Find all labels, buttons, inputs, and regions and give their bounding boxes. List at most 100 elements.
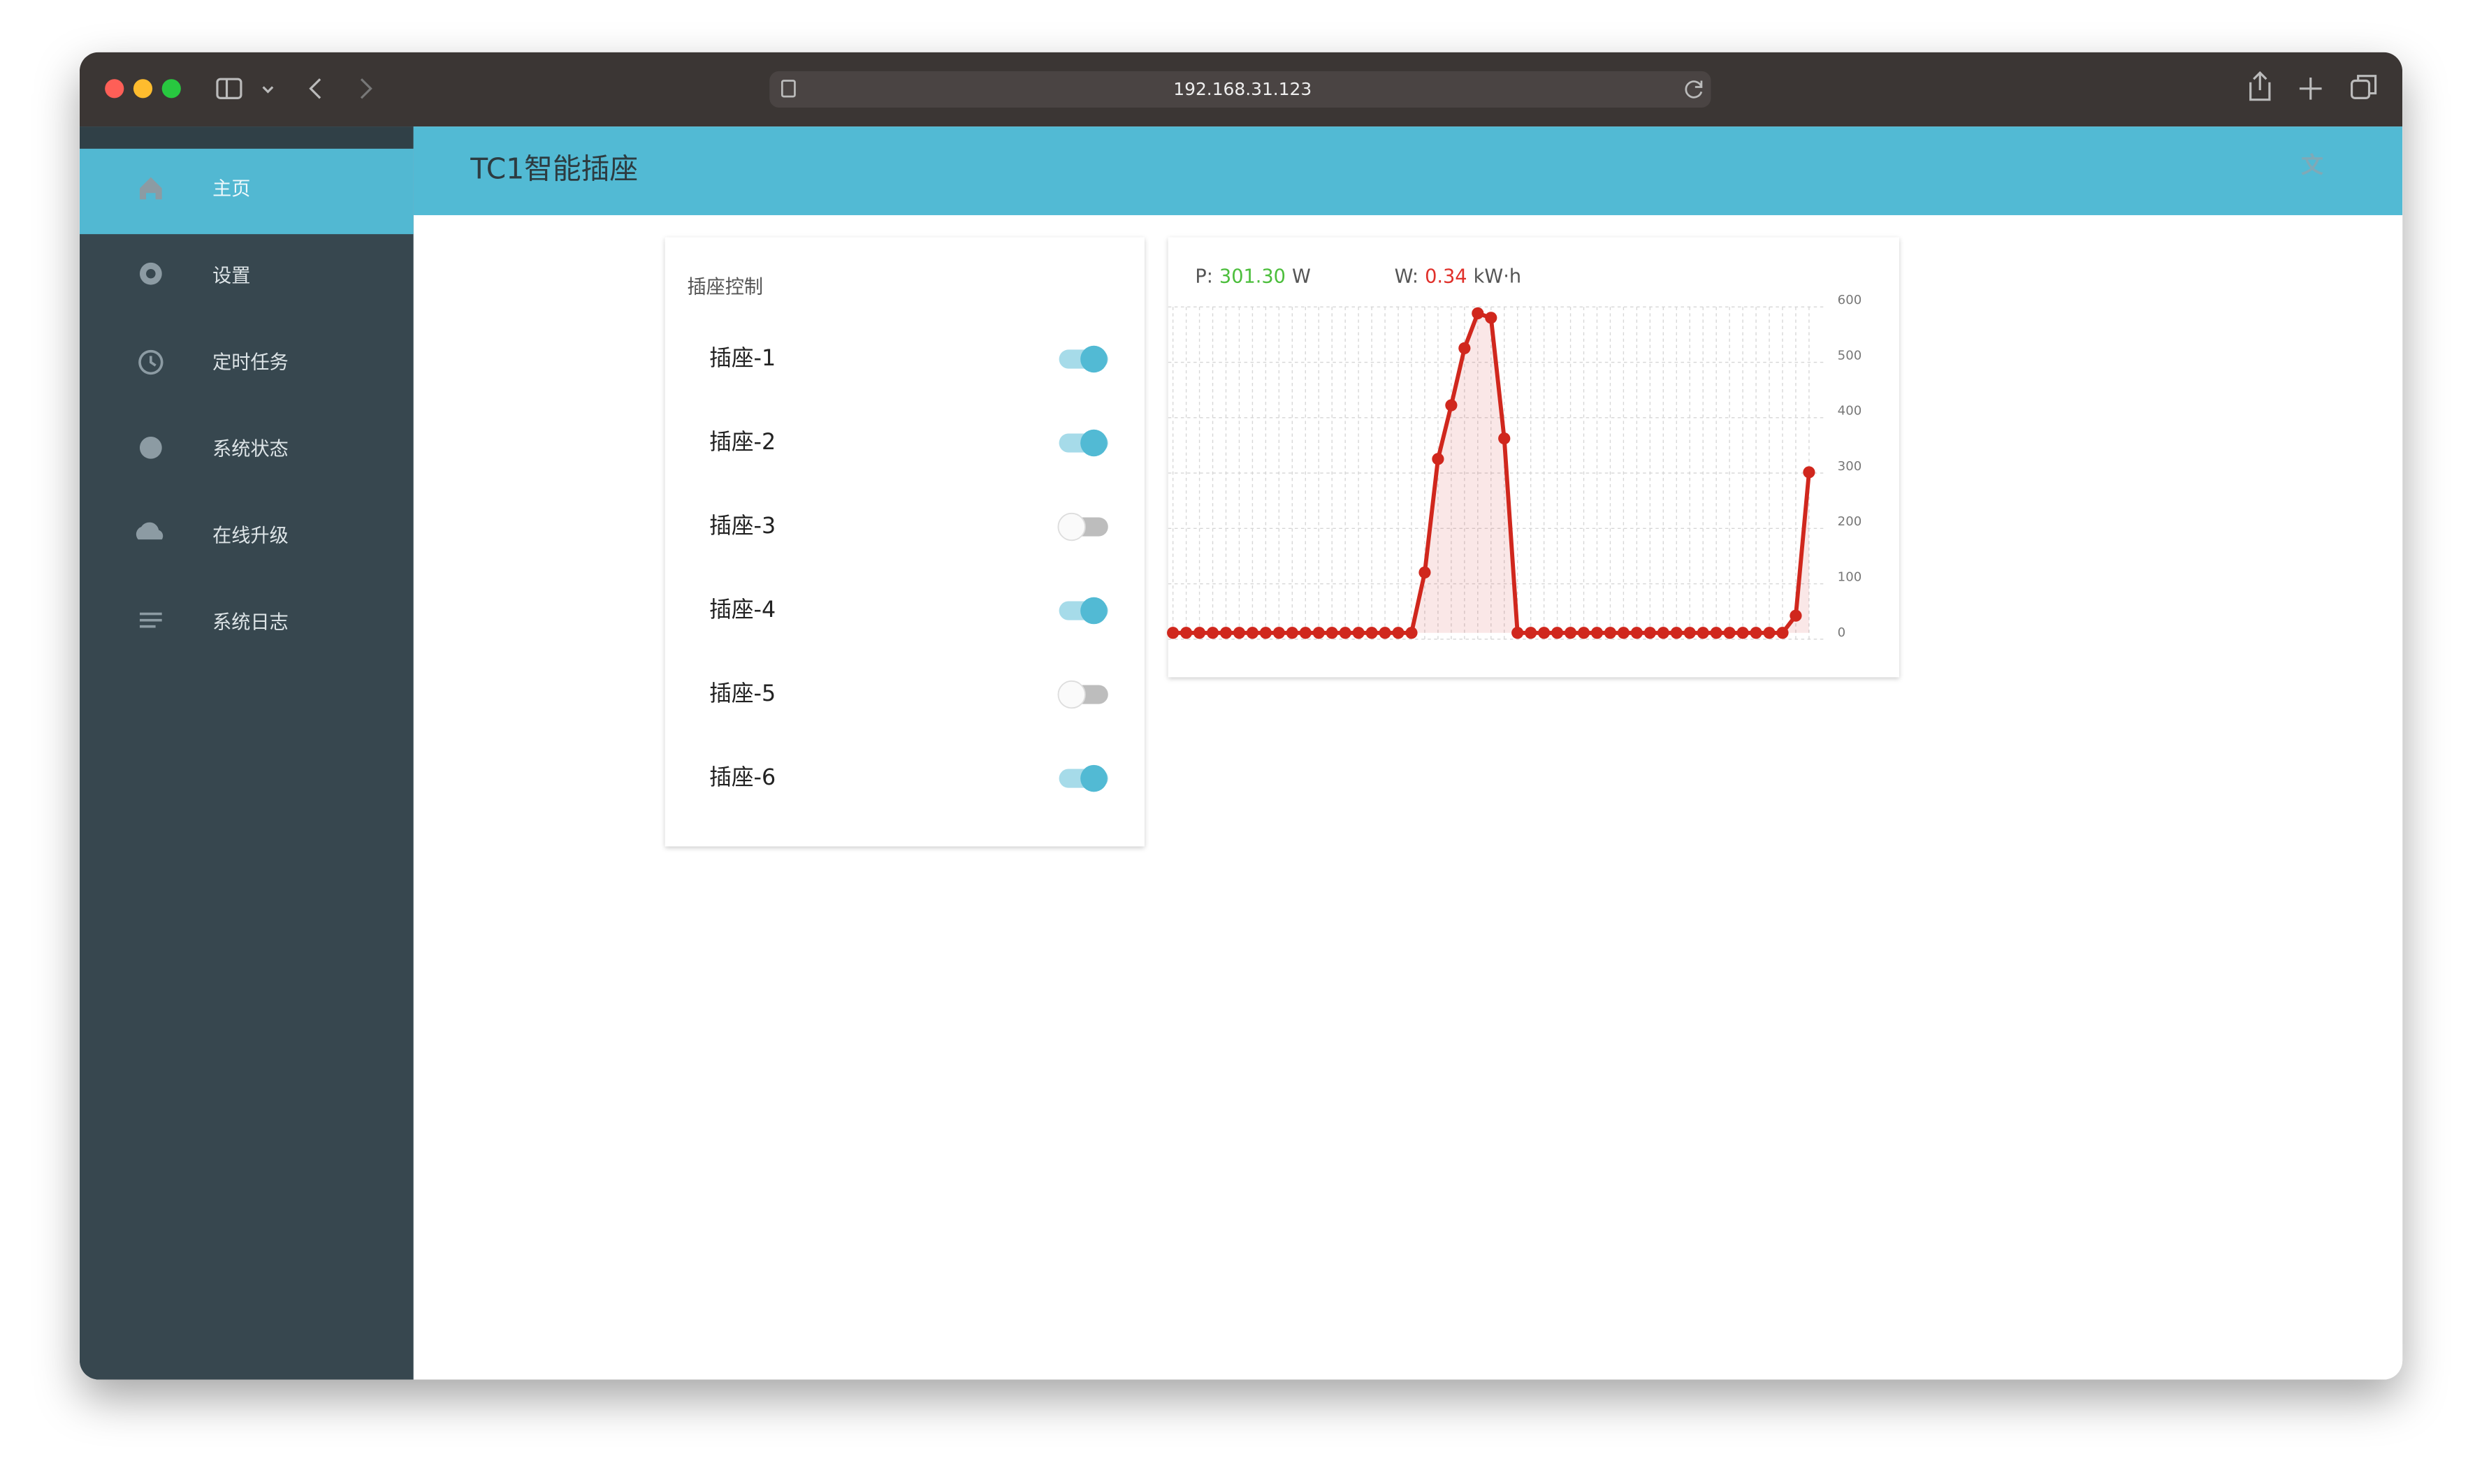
data-point	[1312, 627, 1325, 639]
url-icons	[781, 80, 1703, 99]
data-point	[1418, 566, 1431, 579]
data-point	[1167, 627, 1180, 639]
switch-thumb[interactable]	[1080, 597, 1108, 625]
nav-item[interactable]: 系统日志	[212, 612, 289, 634]
nav-icon	[139, 436, 162, 459]
switch-thumb[interactable]	[1080, 764, 1108, 792]
data-point	[1432, 453, 1444, 465]
data-point	[1604, 627, 1617, 639]
socket-label: 插座-1	[709, 346, 776, 371]
control-card	[665, 237, 1145, 847]
energy-readout: W: 0.34 kW·h	[1395, 265, 1521, 287]
y-tick-label: 600	[1838, 293, 1862, 307]
nav-icon	[139, 262, 162, 285]
area	[1173, 313, 1809, 633]
data-point	[1511, 627, 1524, 639]
data-point	[1246, 627, 1259, 639]
data-point	[1405, 627, 1418, 639]
y-tick-label: 0	[1838, 625, 1846, 640]
data-point	[1392, 627, 1405, 639]
energy-value: 0.34	[1425, 265, 1467, 287]
y-tick-label: 400	[1838, 404, 1862, 419]
socket-label: 插座-5	[709, 681, 776, 706]
switch-thumb[interactable]	[1057, 512, 1086, 541]
power-readout: P: 301.30 W	[1195, 265, 1311, 287]
data-point	[1339, 627, 1351, 639]
data-point	[1219, 627, 1233, 639]
data-point	[1670, 627, 1683, 639]
data-point	[1498, 432, 1511, 445]
energy-label: W:	[1395, 265, 1418, 287]
data-point	[1525, 627, 1537, 639]
data-point	[1365, 627, 1378, 639]
data-point	[1352, 627, 1365, 639]
nav-icon	[139, 177, 162, 200]
nav-active-bg	[79, 148, 414, 235]
nav-icon	[136, 522, 164, 540]
y-tick-label: 100	[1838, 570, 1862, 585]
data-point	[1776, 627, 1789, 639]
data-point	[1180, 627, 1193, 639]
data-point	[1485, 312, 1497, 324]
data-point	[1564, 627, 1577, 639]
energy-unit: kW·h	[1474, 265, 1521, 287]
nav-icon	[138, 349, 164, 375]
nav-item[interactable]: 在线升级	[212, 525, 289, 547]
data-point	[1551, 627, 1564, 639]
minimize-button[interactable]	[133, 79, 153, 99]
data-point	[1763, 627, 1776, 639]
data-point	[1458, 342, 1471, 354]
data-point	[1259, 627, 1272, 639]
switch-thumb[interactable]	[1057, 680, 1086, 709]
nav-icon	[139, 612, 162, 628]
socket-label: 插座-3	[709, 514, 776, 539]
sidebar	[79, 126, 414, 1380]
data-point	[1683, 627, 1696, 639]
data-point	[1803, 466, 1815, 479]
data-point	[1643, 627, 1656, 639]
card-title: 插座控制	[687, 277, 763, 298]
url-bar[interactable]	[769, 71, 1711, 108]
data-point	[1750, 627, 1762, 639]
nav-item[interactable]: 设置	[212, 265, 250, 286]
nav-item[interactable]: 定时任务	[212, 351, 289, 373]
data-point	[1617, 627, 1630, 639]
data-point	[1697, 627, 1709, 639]
data-point	[1538, 627, 1551, 639]
translate-icon[interactable]: 文	[2301, 152, 2323, 178]
zoom-button[interactable]	[161, 79, 181, 99]
data-point	[1577, 627, 1590, 639]
data-point	[1233, 627, 1246, 639]
chart-card	[1168, 237, 1899, 678]
switch-thumb[interactable]	[1080, 345, 1108, 373]
data-point	[1286, 627, 1298, 639]
power-label: P:	[1195, 265, 1213, 287]
power-unit: W	[1292, 265, 1311, 287]
close-button[interactable]	[105, 79, 124, 99]
data-point	[1790, 609, 1802, 622]
y-tick-label: 200	[1838, 514, 1862, 529]
data-point	[1445, 399, 1458, 412]
data-point	[1657, 627, 1669, 639]
url: 192.168.31.123	[1173, 79, 1312, 99]
socket-label: 插座-6	[709, 765, 776, 790]
data-point	[1723, 627, 1736, 639]
data-point	[1206, 627, 1219, 639]
nav-item[interactable]: 系统状态	[212, 438, 289, 460]
sidebar-top	[79, 126, 414, 149]
header	[413, 126, 2403, 215]
y-tick-label: 500	[1838, 348, 1862, 363]
data-point	[1272, 627, 1285, 639]
header-title: TC1智能插座	[470, 152, 638, 186]
data-point	[1299, 627, 1312, 639]
svg-text:文: 文	[2301, 152, 2323, 178]
switch-thumb[interactable]	[1080, 429, 1108, 457]
data-point	[1193, 627, 1206, 639]
socket-label: 插座-4	[709, 597, 776, 623]
nav-item[interactable]: 主页	[212, 178, 250, 200]
socket-label: 插座-2	[709, 430, 776, 455]
toolbar-icons[interactable]	[216, 71, 2377, 101]
data-point	[1736, 627, 1749, 639]
data-point	[1472, 307, 1484, 320]
